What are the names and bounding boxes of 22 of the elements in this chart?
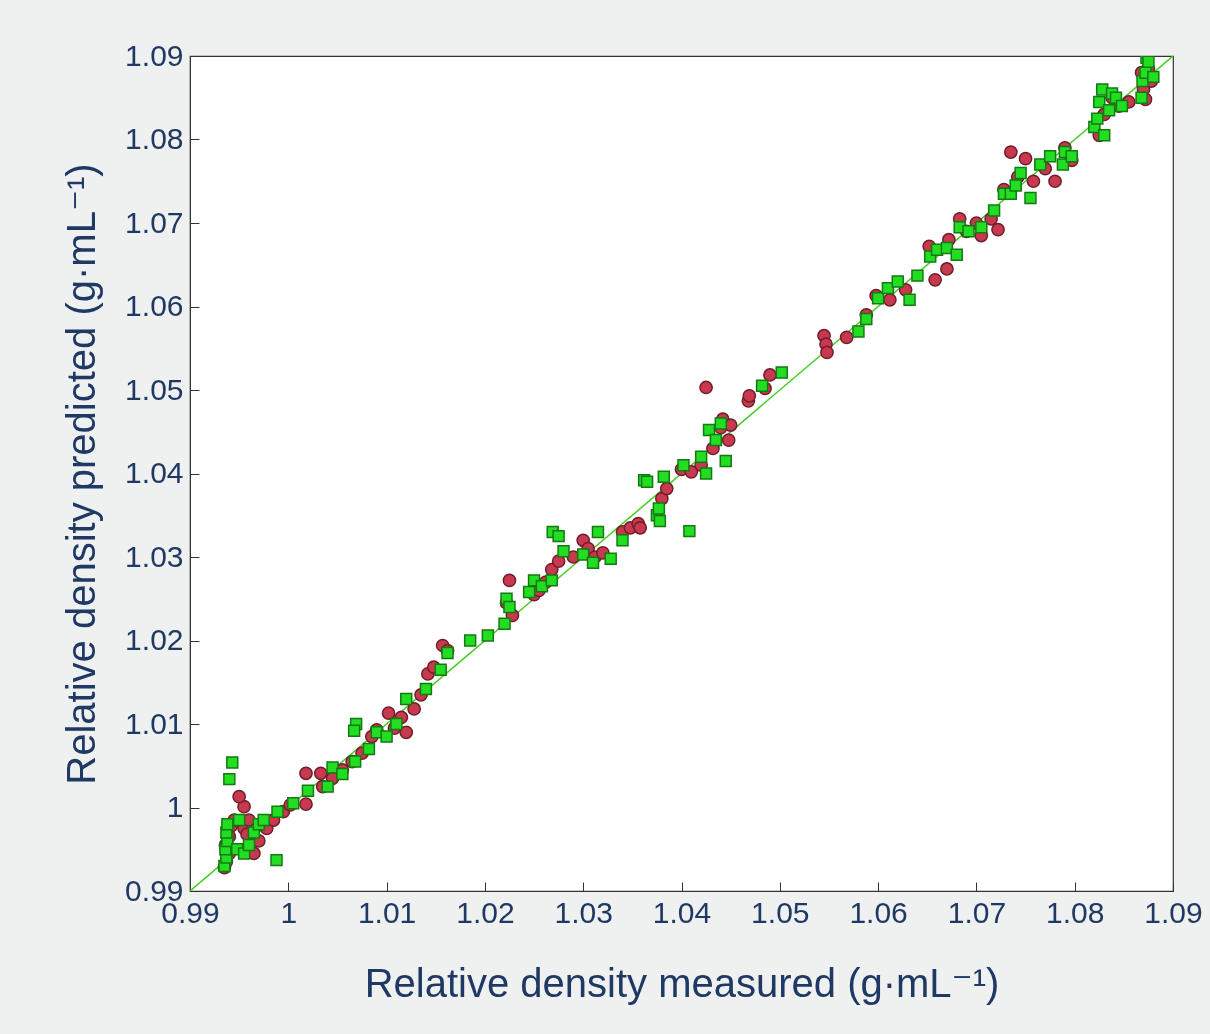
x-tick-label: 1	[280, 895, 298, 929]
x-axis-title: Relative density measured (g·mL⁻¹)	[364, 960, 1000, 1005]
y-tick-label: 1.03	[125, 539, 184, 573]
y-tick-label: 1.01	[125, 706, 184, 740]
y-tick-label: 1.06	[125, 289, 184, 322]
y-tick-label: 1.05	[125, 372, 184, 406]
y-tick-label: 1.02	[125, 623, 184, 656]
y-tick-label: 1	[166, 790, 184, 823]
y-tick-label: 1.07	[125, 205, 184, 239]
x-tick-label: 1.03	[554, 895, 613, 929]
x-tick-label: 1.09	[1144, 895, 1203, 929]
y-tick-label: 1.08	[125, 122, 184, 155]
y-axis-title: Relative density predicted (g·mL⁻¹)	[59, 163, 104, 785]
x-tick-label: 1.06	[849, 895, 908, 929]
x-tick-label: 1.05	[751, 895, 810, 929]
y-tick-label: 1.09	[125, 38, 184, 72]
y-tick-label: 1.04	[125, 456, 184, 489]
x-tick-label: 1.04	[652, 895, 712, 929]
x-tick-label: 1.07	[947, 895, 1007, 929]
x-tick-label: 1.08	[1046, 895, 1105, 929]
x-tick-label: 1.01	[357, 895, 417, 929]
x-tick-label: 1.02	[456, 895, 515, 929]
